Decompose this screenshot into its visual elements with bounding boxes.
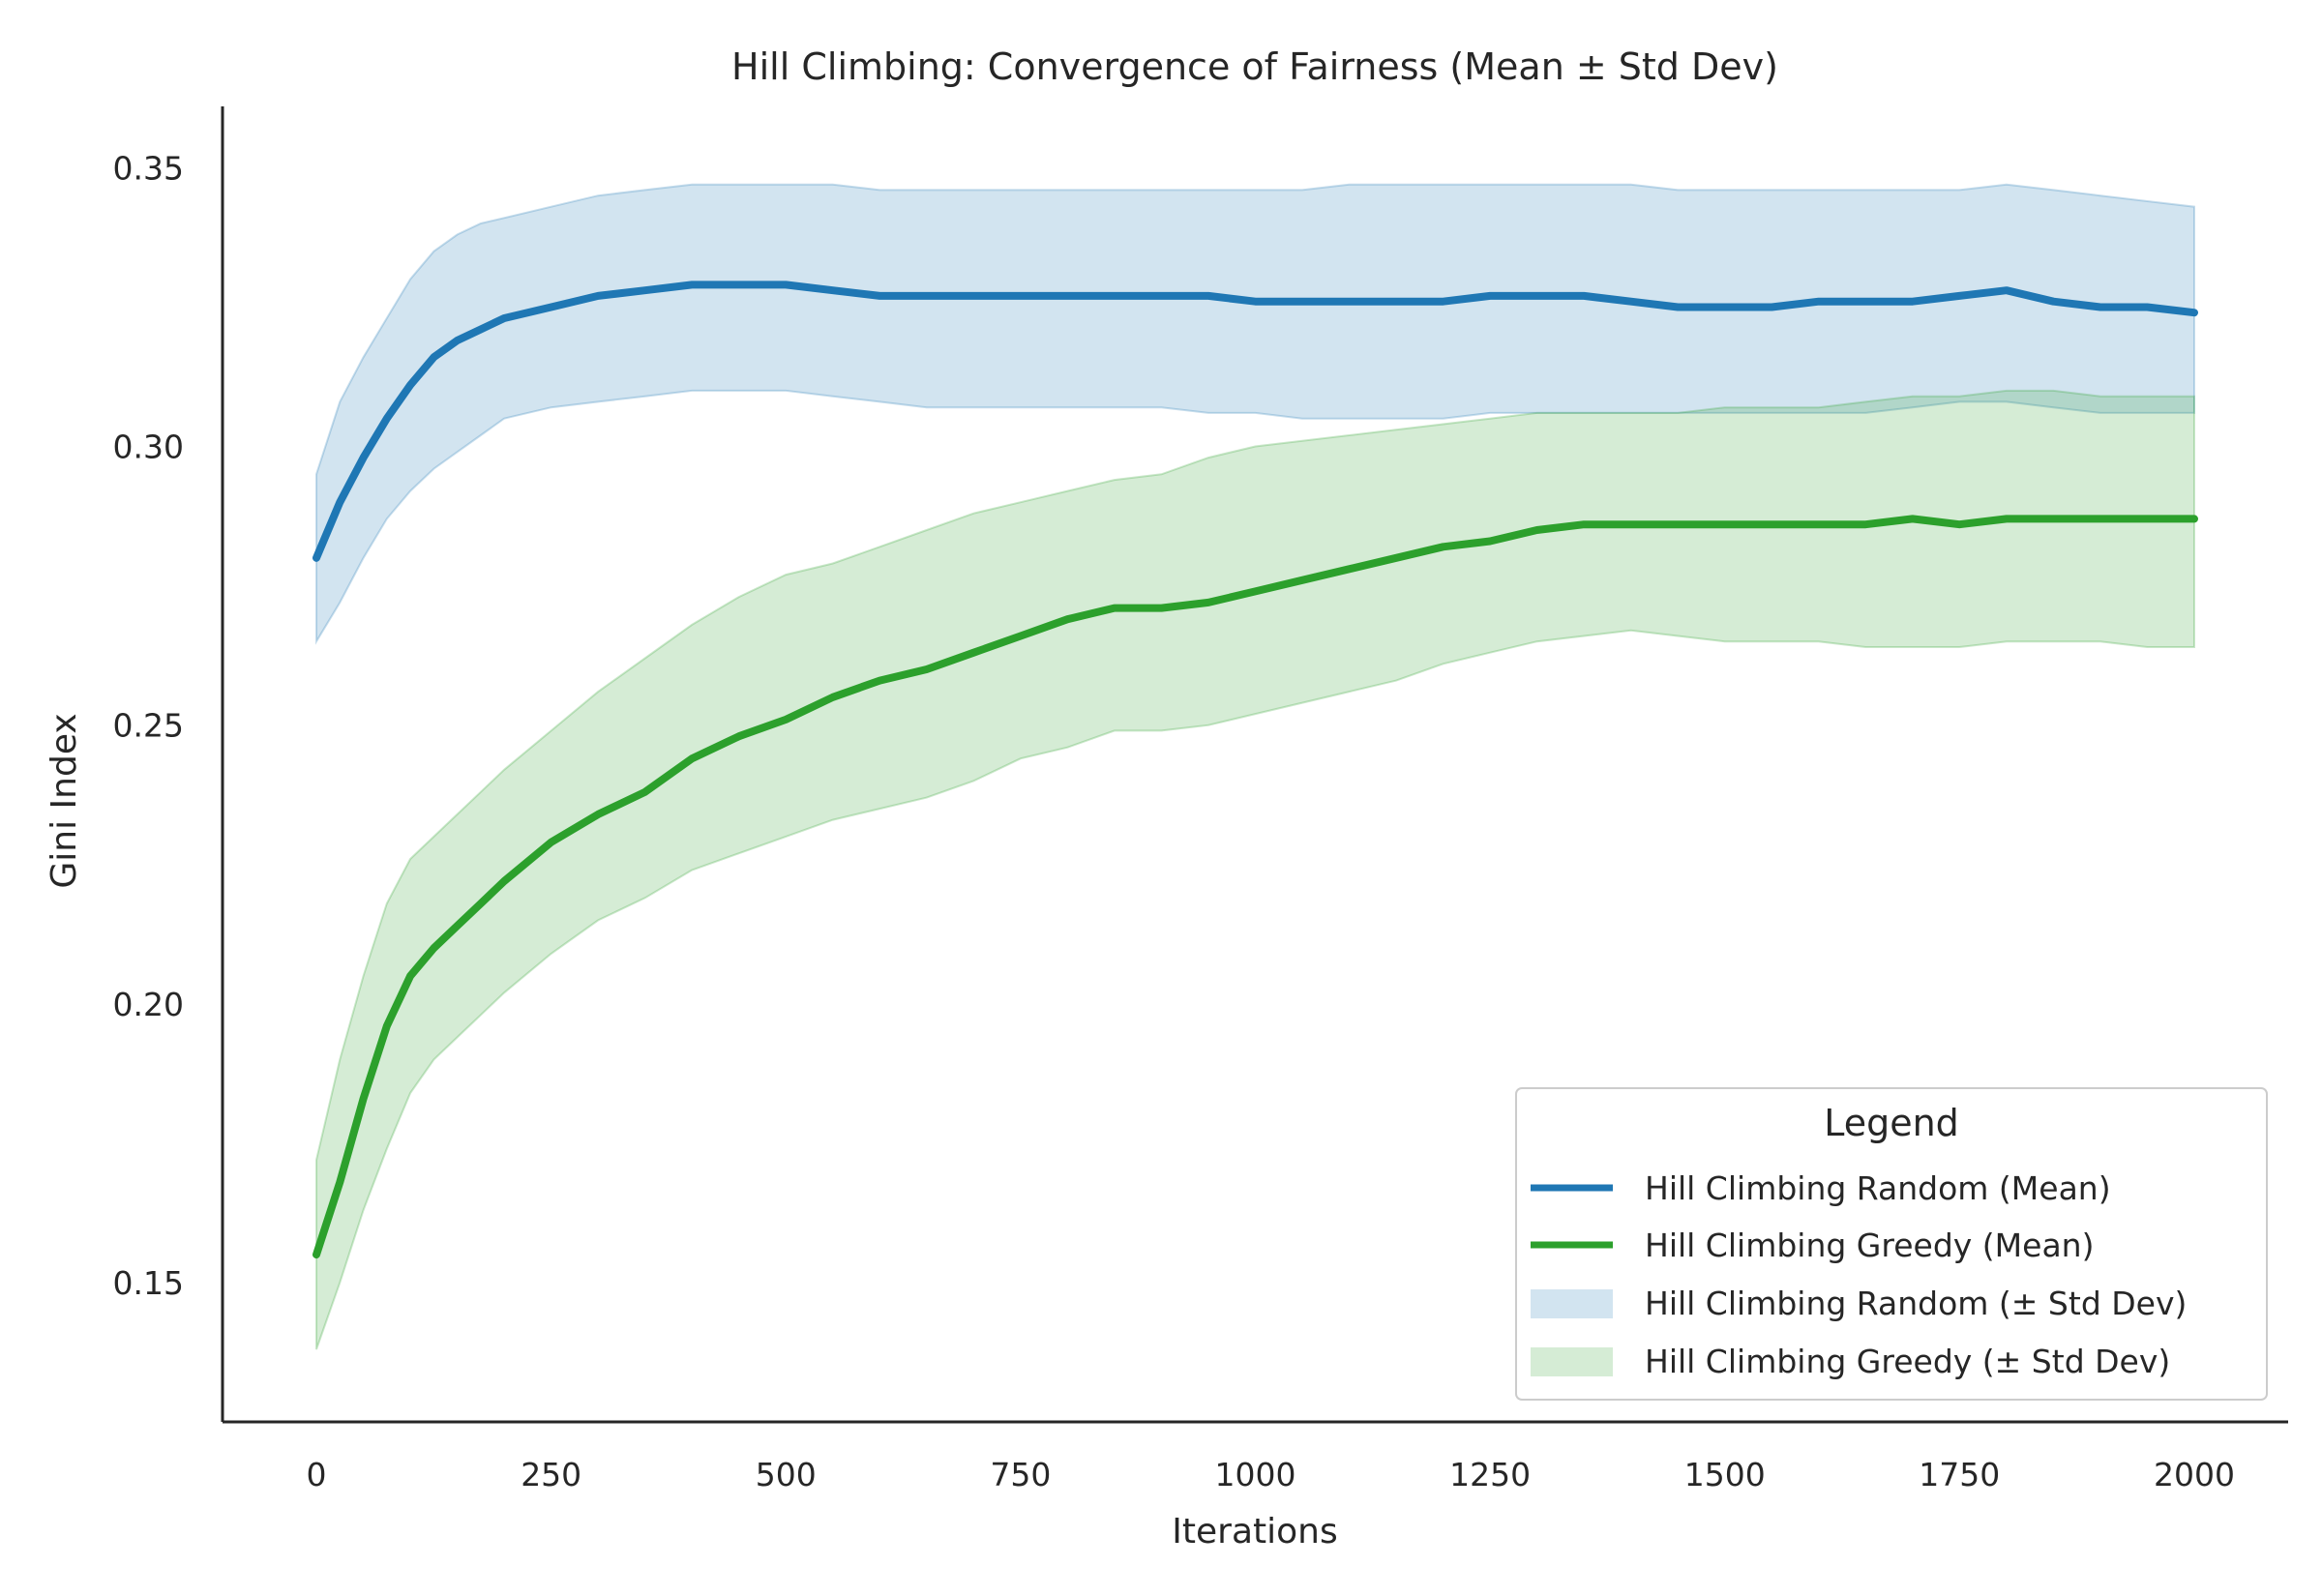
y-tick-label: 0.30 (113, 429, 184, 466)
mean-line-0 (313, 281, 2198, 562)
legend-title: Legend (1824, 1102, 1959, 1144)
std-dev-bands (315, 183, 2195, 1350)
mean-lines (313, 281, 2198, 1259)
legend-label-random-band: Hill Climbing Random (± Std Dev) (1645, 1285, 2187, 1322)
y-tick-label: 0.20 (113, 986, 184, 1023)
legend-label-random-mean: Hill Climbing Random (Mean) (1645, 1169, 2111, 1207)
mean-line-1 (313, 515, 2198, 1259)
x-tick-label: 750 (990, 1456, 1051, 1493)
y-tick-labels: 0.15 0.20 0.25 0.30 0.35 (113, 149, 184, 1302)
x-tick-label: 1500 (1684, 1456, 1766, 1493)
std-dev-band-1 (315, 389, 2195, 1350)
legend: Legend Hill Climbing Random (Mean) Hill … (1515, 1087, 2268, 1401)
x-axis-label: Iterations (1172, 1512, 1337, 1552)
x-tick-label: 500 (756, 1456, 817, 1493)
legend-swatch-random-band (1531, 1289, 1613, 1318)
x-tick-labels: 0 250 500 750 1000 1250 1500 1750 2000 (307, 1456, 2235, 1493)
chart-title: Hill Climbing: Convergence of Fairness (… (731, 45, 1778, 88)
y-tick-label: 0.15 (113, 1264, 184, 1302)
legend-label-greedy-band: Hill Climbing Greedy (± Std Dev) (1645, 1343, 2170, 1380)
x-tick-label: 2000 (2154, 1456, 2235, 1493)
x-tick-label: 250 (521, 1456, 581, 1493)
x-tick-label: 1750 (1919, 1456, 2000, 1493)
x-tick-label: 1000 (1215, 1456, 1296, 1493)
y-tick-label: 0.35 (113, 149, 184, 187)
y-axis-label: Gini Index (45, 713, 84, 888)
std-dev-band-0 (315, 183, 2195, 645)
legend-swatch-greedy-band (1531, 1347, 1613, 1376)
y-tick-label: 0.25 (113, 707, 184, 745)
x-tick-label: 0 (307, 1456, 327, 1493)
legend-label-greedy-mean: Hill Climbing Greedy (Mean) (1645, 1227, 2094, 1264)
x-tick-label: 1250 (1449, 1456, 1531, 1493)
legend-box (1515, 1087, 2268, 1401)
